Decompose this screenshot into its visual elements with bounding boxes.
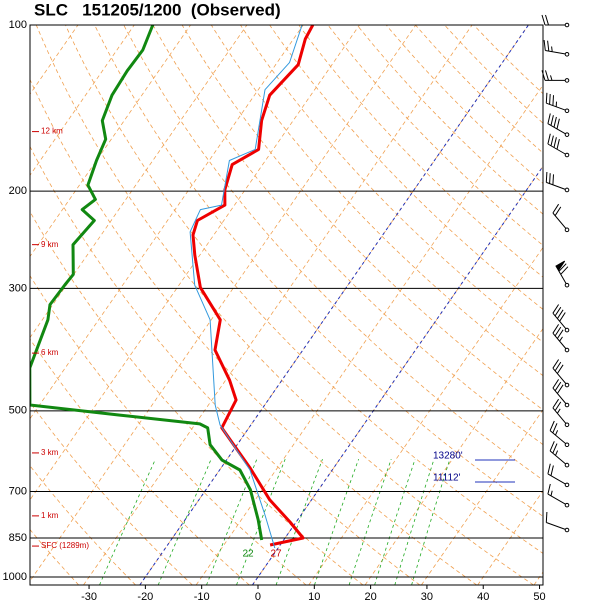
wind-station — [564, 527, 570, 533]
height-label: 3 km — [41, 448, 59, 457]
labels: 100 200 300 500 700 850 1000 -30 -20 -10 0 10 20 30 40… — [3, 14, 570, 603]
level-label: 11112' — [433, 473, 461, 484]
mixing-ratio-line — [157, 458, 212, 585]
wind-barb — [549, 420, 568, 446]
dry-adiabat — [181, 25, 543, 411]
wind-station — [564, 422, 570, 428]
x-tick-label: 50 — [533, 591, 545, 603]
isotherm — [30, 25, 304, 420]
plot-frame — [29, 24, 544, 586]
y-tick-label: 200 — [9, 185, 27, 197]
wind-station — [564, 227, 570, 233]
wind-barb — [545, 171, 568, 191]
x-tick-label: -10 — [194, 591, 210, 603]
wind-station — [564, 382, 570, 388]
dry-adiabat — [269, 25, 543, 310]
wind-barb — [545, 511, 568, 531]
dry-adiabat — [210, 25, 543, 377]
dry-adiabat — [385, 25, 543, 184]
mixing-ratio-line — [411, 458, 451, 585]
wind-station — [564, 482, 570, 488]
y-tick-label: 500 — [9, 405, 27, 417]
y-tick-label: 850 — [9, 532, 27, 544]
wind-barb — [552, 203, 568, 231]
wind-barb — [541, 14, 567, 26]
height-label: 12 km — [41, 127, 63, 136]
wind-station — [564, 152, 570, 158]
wind-station — [564, 327, 570, 333]
wind-barb — [543, 40, 568, 55]
wind-barb — [552, 359, 568, 386]
wind-station — [564, 108, 570, 114]
grid — [30, 24, 543, 589]
mixing-ratio-line — [394, 458, 435, 585]
wind-station — [564, 462, 570, 468]
wind-barb — [545, 92, 568, 112]
mixing-ratio-line — [206, 458, 258, 585]
x-tick-label: 40 — [477, 591, 489, 603]
wind-barb — [552, 304, 568, 331]
wind-barb — [549, 441, 568, 466]
height-label: 9 km — [41, 240, 59, 249]
wind-station — [564, 22, 570, 28]
wind-station — [564, 402, 570, 408]
dry-adiabat — [414, 25, 543, 154]
wind-barb — [547, 133, 568, 156]
y-tick-label: 700 — [9, 485, 27, 497]
profiles — [30, 25, 315, 549]
surface-dewpoint-label: 22 — [242, 549, 254, 560]
wind-station — [564, 132, 570, 137]
dry-adiabat — [444, 25, 543, 124]
mixing-ratio-line — [348, 458, 392, 585]
profile-line — [30, 25, 264, 541]
wind-barb — [552, 324, 568, 351]
wind-barb — [552, 398, 568, 426]
wind-barb — [547, 463, 568, 486]
level-label: 13280' — [433, 451, 463, 462]
height-label: 6 km — [41, 348, 59, 357]
wind-barb — [547, 483, 568, 506]
wind-station — [564, 502, 570, 508]
dry-adiabat — [123, 25, 543, 481]
dry-adiabat — [356, 25, 543, 215]
wind-station — [564, 282, 570, 288]
mixing-ratio-line — [99, 458, 156, 585]
wind-station — [564, 347, 570, 353]
x-tick-label: 0 — [255, 591, 261, 603]
height-label: 1 km — [41, 511, 59, 520]
wind-barb — [547, 113, 568, 136]
x-tick-label: 20 — [364, 591, 376, 603]
x-tick-label: -30 — [81, 591, 97, 603]
wind-station — [564, 442, 570, 448]
height-label: SFC (1289m) — [41, 541, 89, 550]
x-tick-label: 30 — [421, 591, 433, 603]
dry-adiabat — [239, 25, 543, 343]
isotherm — [30, 25, 248, 339]
isotherm — [30, 25, 191, 258]
profile-line — [189, 25, 303, 549]
profile-line — [191, 25, 315, 547]
wind-barb — [555, 260, 569, 286]
mixing-ratio-line — [374, 458, 416, 585]
surface-temperature-label: 27 — [270, 549, 282, 560]
x-tick-label: -20 — [137, 591, 153, 603]
y-tick-label: 1000 — [3, 571, 27, 583]
mixing-ratio-line — [275, 458, 323, 585]
dry-adiabat — [152, 25, 543, 446]
wind-barb — [552, 379, 568, 406]
isotherm — [30, 25, 135, 176]
chart-title: SLC 151205/1200 (Observed) — [34, 0, 281, 19]
x-tick-label: 10 — [308, 591, 320, 603]
mixing-ratio-line — [236, 458, 286, 585]
y-tick-label: 300 — [9, 282, 27, 294]
wind-station — [564, 78, 570, 83]
y-tick-label: 100 — [9, 19, 27, 31]
wind-station — [564, 187, 570, 193]
wind-station — [564, 51, 570, 57]
mixing-ratio-line — [314, 458, 360, 585]
